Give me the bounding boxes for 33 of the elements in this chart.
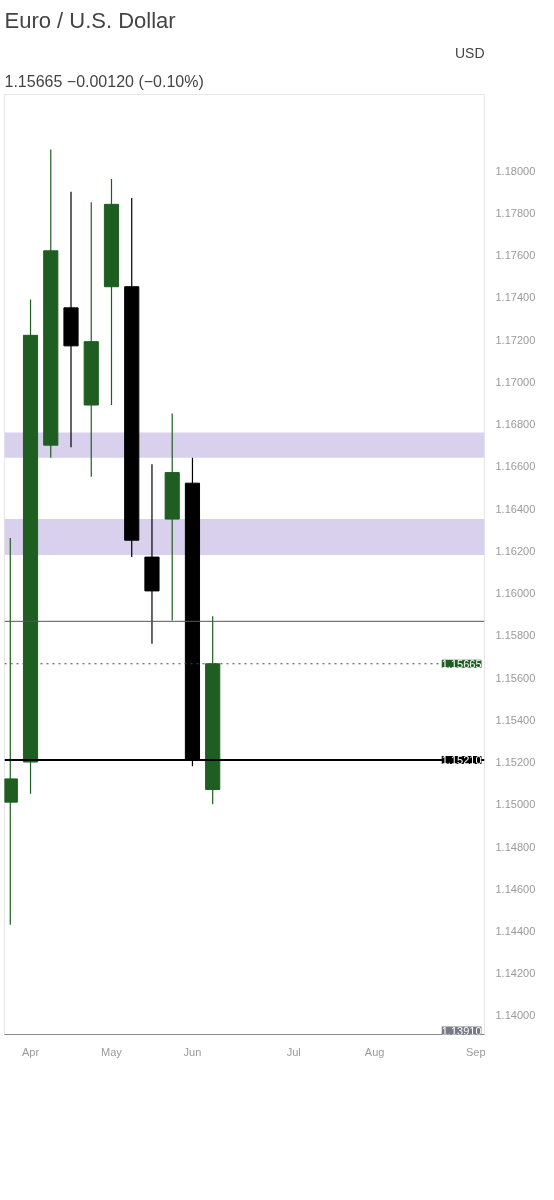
ref-line-label: 1.15665 xyxy=(441,657,482,670)
y-tick-label: 1.15200 xyxy=(495,756,536,769)
y-tick-label: 1.16600 xyxy=(495,460,536,473)
ref-line-label: 1.15210 xyxy=(441,753,482,766)
x-tick-label: Aug xyxy=(364,1045,385,1058)
chart-subtitle: 1.15665 −0.00120 (−0.10%) xyxy=(4,72,204,90)
y-tick-label: 1.14000 xyxy=(495,1009,536,1022)
y-tick-label: 1.17600 xyxy=(495,249,536,262)
y-tick-label: 1.17200 xyxy=(495,333,536,346)
x-tick-label: Jun xyxy=(183,1045,202,1058)
y-tick-label: 1.15000 xyxy=(495,798,536,811)
ref-line-label: 1.13910 xyxy=(441,1024,482,1037)
y-tick-label: 1.15600 xyxy=(495,671,536,684)
y-tick-label: 1.17800 xyxy=(495,206,536,219)
y-tick-label: 1.16200 xyxy=(495,544,536,557)
y-tick-label: 1.15400 xyxy=(495,713,536,726)
y-tick-label: 1.14200 xyxy=(495,967,536,980)
y-tick-label: 1.16000 xyxy=(495,587,536,600)
y-tick-label: 1.16400 xyxy=(495,502,536,515)
y-tick-label: 1.14600 xyxy=(495,882,536,895)
y-tick-label: 1.14400 xyxy=(495,924,536,937)
y-tick-label: 1.17400 xyxy=(495,291,536,304)
y-tick-label: 1.15800 xyxy=(495,629,536,642)
y-tick-label: 1.16800 xyxy=(495,418,536,431)
x-tick-label: Apr xyxy=(21,1045,40,1058)
x-tick-label: May xyxy=(101,1045,123,1058)
x-tick-label: Sep xyxy=(466,1045,486,1058)
y-tick-label: 1.17000 xyxy=(495,375,536,388)
x-tick-label: Jul xyxy=(286,1045,301,1058)
y-tick-label: 1.14800 xyxy=(495,840,536,853)
y-tick-label: 1.18000 xyxy=(495,164,536,177)
chart-title: Euro / U.S. Dollar xyxy=(4,7,176,33)
text: USD xyxy=(454,44,485,61)
